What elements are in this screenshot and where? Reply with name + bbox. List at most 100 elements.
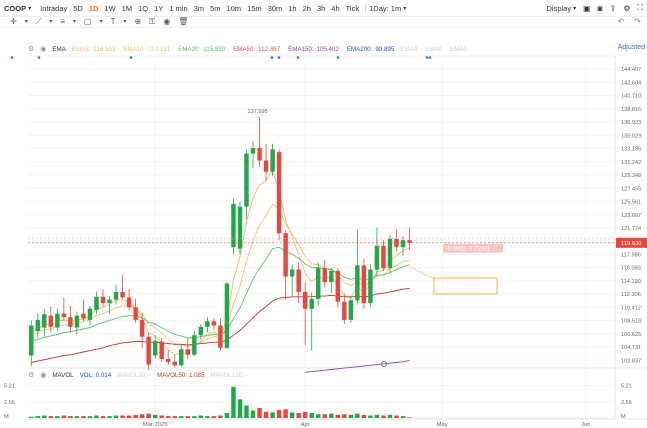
timeframe-tab[interactable]: 3m xyxy=(193,3,205,13)
share-icon[interactable]: ⇪ xyxy=(609,3,617,13)
chevron-down-icon[interactable]: ▾ xyxy=(73,19,77,25)
adjusted-toggle[interactable]: Adjusted xyxy=(617,44,645,51)
chevron-down-icon: ▾ xyxy=(28,5,32,12)
volume-bar xyxy=(211,416,217,418)
volume-bar xyxy=(159,415,164,418)
eye-icon[interactable]: ◉ xyxy=(40,46,47,53)
volume-bar xyxy=(166,416,171,418)
timeframe-tab[interactable]: 1W xyxy=(104,3,116,13)
timeframe-tab[interactable]: 1h xyxy=(288,3,297,13)
current-price-label: 119.630 xyxy=(621,241,642,247)
event-marker-dot xyxy=(37,56,41,59)
indicator-grid-icon[interactable]: ▣ xyxy=(583,3,591,13)
candle-body xyxy=(205,321,210,327)
timeframe-tab[interactable]: 15m xyxy=(247,3,262,13)
volume-bar xyxy=(316,414,321,418)
display-menu[interactable]: Display ▾ xyxy=(547,4,577,13)
event-marker-dot xyxy=(296,56,300,59)
candle-body xyxy=(270,149,275,172)
current-price-tag xyxy=(616,237,647,248)
volume-bar xyxy=(374,414,380,418)
settings-icon[interactable]: ⚙ xyxy=(28,46,35,53)
settings-gear-icon[interactable]: ⚙ xyxy=(623,3,631,13)
interval-select-label: 1Day: 1m xyxy=(369,3,402,13)
timeframe-tab[interactable]: Intraday xyxy=(40,3,68,13)
vol-value: 0.014 xyxy=(95,371,112,379)
timeframe-tab[interactable]: 10m xyxy=(226,3,242,13)
timeframe-tab[interactable]: 30m xyxy=(267,3,283,13)
volume-bar xyxy=(133,414,138,418)
delete-icon[interactable]: 🗑 xyxy=(178,17,189,26)
time-axis-label: Apr xyxy=(301,422,310,428)
timeframe-tab[interactable]: 1M xyxy=(121,3,133,13)
ema-faded-item: EMA0 xyxy=(400,45,418,53)
candle-body xyxy=(387,238,393,269)
volume-axis-label: 5.21 xyxy=(621,384,632,390)
timeframe-tab[interactable]: 3h xyxy=(316,3,326,13)
lock-icon[interactable]: ⚿ xyxy=(149,16,156,26)
time-axis-label: Jun xyxy=(581,422,590,428)
redo-icon[interactable]: ↷ xyxy=(634,17,641,26)
candle-body xyxy=(159,341,164,360)
volume-bar xyxy=(113,415,119,418)
candle-body xyxy=(289,269,295,277)
mavol-label[interactable]: MAVOL xyxy=(52,371,74,379)
trend-line-icon[interactable]: ⟋ xyxy=(35,16,42,26)
fullscreen-icon[interactable]: ⛶ xyxy=(637,3,643,12)
interval-select[interactable]: 1Day: 1m ▾ xyxy=(369,4,406,13)
chevron-down-icon[interactable]: ▾ xyxy=(99,19,103,25)
event-circle-marker xyxy=(380,360,387,367)
ema-value: 115.820 xyxy=(203,45,226,53)
candle-body xyxy=(276,152,282,234)
text-tool-icon[interactable]: T xyxy=(110,17,116,26)
volume-bar xyxy=(231,386,236,418)
chevron-down-icon[interactable]: ▾ xyxy=(24,19,28,25)
camera-icon[interactable]: ◙ xyxy=(597,3,603,13)
eye-icon[interactable]: ◉ xyxy=(40,372,47,379)
shape-icon[interactable]: ▢ xyxy=(84,17,92,26)
eye-icon[interactable]: ◉ xyxy=(163,17,171,26)
measure-icon[interactable]: ⊕ xyxy=(134,17,142,26)
candle-body xyxy=(87,308,93,320)
ema-line-ema50 xyxy=(31,287,410,363)
volume-bar xyxy=(48,416,54,418)
candle-body xyxy=(302,291,308,309)
timeframe-tab[interactable]: 1Y xyxy=(154,3,164,13)
ema-faded-item: EMA0 xyxy=(450,45,467,53)
ema-legend-item: EMA50: 112.367 xyxy=(233,46,280,53)
indicator-label[interactable]: EMA xyxy=(52,45,66,53)
candle-body xyxy=(68,317,73,327)
volume-bar xyxy=(302,411,308,418)
candle-body xyxy=(329,270,334,283)
timeframe-tab[interactable]: 2h xyxy=(302,3,311,13)
candle-body xyxy=(407,240,412,244)
mavol50-label: MAVOL50: xyxy=(157,371,187,379)
candle-body xyxy=(139,319,145,337)
ema-name: EMA20: xyxy=(178,45,201,53)
volume-bar xyxy=(74,416,80,418)
ema-legend-item: EMA5: 118.533 xyxy=(72,46,115,53)
volume-bar xyxy=(289,412,295,418)
timeframe-tab[interactable]: 5D xyxy=(73,3,83,13)
ema-name: EMA10: xyxy=(123,45,146,53)
crosshair-icon[interactable]: ✛ xyxy=(10,17,17,26)
timeframe-tab[interactable]: 4h xyxy=(331,3,340,13)
fibonacci-icon[interactable]: ≡ xyxy=(60,17,66,26)
display-menu-label: Display xyxy=(546,3,572,13)
high-annotation-leader xyxy=(259,114,264,118)
timeframe-tab[interactable]: 1Q xyxy=(138,3,149,13)
chevron-down-icon[interactable]: ▾ xyxy=(123,19,127,25)
timeframe-tab[interactable]: 5m xyxy=(210,3,221,13)
timeframe-tab[interactable]: 1 min xyxy=(169,3,188,13)
ema-name: EMA50: xyxy=(233,45,256,53)
volume-bar xyxy=(407,417,412,418)
note-leader xyxy=(409,266,435,280)
timeframe-tab[interactable]: Tick xyxy=(345,3,360,13)
timeframe-tab[interactable]: 1D xyxy=(88,3,99,13)
settings-icon[interactable]: ⚙ xyxy=(28,372,35,379)
undo-icon[interactable]: ↶ xyxy=(617,17,625,26)
candle-body xyxy=(283,233,288,277)
chevron-down-icon[interactable]: ▾ xyxy=(49,19,53,25)
symbol-selector[interactable]: COOP ▾ xyxy=(4,4,31,13)
